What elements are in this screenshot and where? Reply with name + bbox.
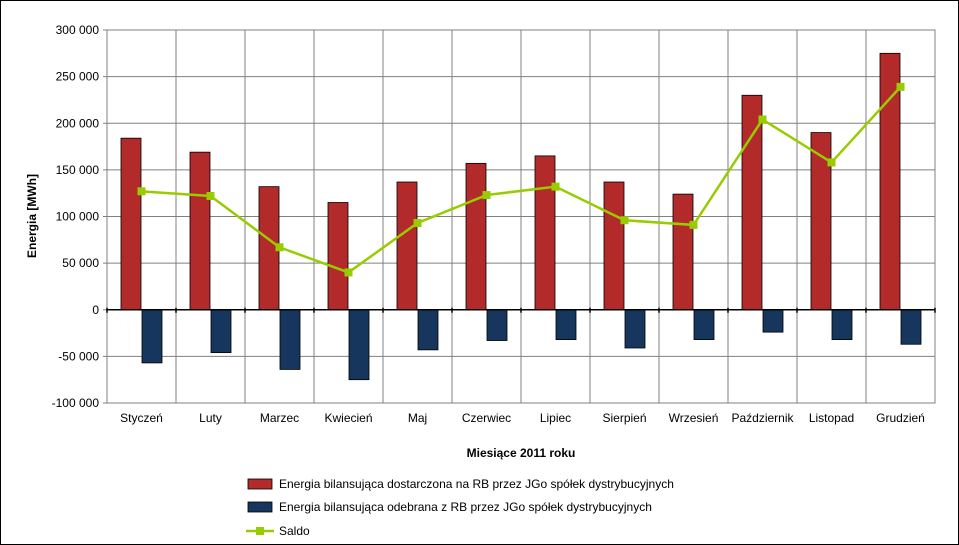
bar-dostarczona (741, 94, 763, 311)
saldo-point (206, 191, 215, 200)
bar-dostarczona (534, 155, 556, 311)
x-tick-label: Październik (731, 411, 794, 425)
saldo-point (551, 182, 560, 191)
x-tick-label: Grudzień (876, 411, 925, 425)
bar-dostarczona (603, 181, 625, 311)
bar-dostarczona (189, 151, 211, 311)
bar-odebrana (900, 309, 922, 345)
bar-dostarczona (672, 193, 694, 311)
saldo-point (275, 243, 284, 252)
bar-odebrana (831, 309, 853, 340)
saldo-point (758, 115, 767, 124)
bar-odebrana (348, 309, 370, 381)
horizontal-gridlines (103, 29, 935, 404)
saldo-point (413, 219, 422, 228)
bar-dostarczona (396, 181, 418, 311)
y-tick-label: 50 000 (62, 256, 99, 270)
bars-group (120, 52, 922, 381)
saldo-line-group (137, 82, 905, 277)
y-tick-label: 200 000 (56, 116, 100, 130)
x-tick-label: Sierpień (602, 411, 646, 425)
x-tick-label: Maj (408, 411, 427, 425)
saldo-point (896, 82, 905, 91)
legend-swatch (247, 478, 273, 490)
bar-odebrana (210, 309, 232, 354)
bar-odebrana (624, 309, 646, 349)
x-tick-label: Czerwiec (462, 411, 511, 425)
bar-odebrana (693, 309, 715, 340)
bar-odebrana (762, 309, 784, 333)
y-tick-labels: -100 000 -50 000 0 50 000 100 000 150 000 200 … (52, 23, 100, 410)
y-tick-label: 300 000 (56, 23, 100, 37)
x-tick-marks (106, 307, 936, 313)
saldo-point (620, 216, 629, 225)
legend-swatch (247, 501, 273, 513)
x-tick-label: Listopad (809, 411, 854, 425)
x-tick-label: Kwiecień (324, 411, 372, 425)
x-tick-label: Wrzesień (669, 411, 719, 425)
x-tick-label: Luty (199, 411, 222, 425)
y-tick-label: 100 000 (56, 210, 100, 224)
bar-dostarczona (465, 162, 487, 311)
x-tick-label: Marzec (260, 411, 299, 425)
legend-label: Energia bilansująca odebrana z RB przez … (279, 500, 652, 514)
saldo-point (137, 187, 146, 196)
bar-odebrana (417, 309, 439, 351)
saldo-point (344, 268, 353, 277)
bar-odebrana (279, 309, 301, 370)
legend-swatch-marker (256, 527, 264, 535)
x-tick-labels: Styczeń Luty Marzec Kwiecień Maj Czerwiec Lipi… (120, 411, 925, 425)
y-tick-label: 250 000 (56, 70, 100, 84)
y-tick-label: 150 000 (56, 163, 100, 177)
y-tick-label: 0 (92, 303, 99, 317)
y-tick-label: -50 000 (58, 349, 99, 363)
x-tick-label: Styczeń (120, 411, 163, 425)
bar-dostarczona (327, 202, 349, 311)
legend: Energia bilansująca dostarczona na RB pr… (246, 477, 674, 538)
x-tick-label: Lipiec (540, 411, 571, 425)
saldo-line (141, 86, 902, 274)
y-axis-title: Energia [MWh] (25, 174, 39, 258)
legend-label: Saldo (279, 524, 310, 538)
y-tick-label: -100 000 (52, 396, 100, 410)
bar-odebrana (486, 309, 508, 341)
saldo-point (482, 191, 491, 200)
legend-label: Energia bilansująca dostarczona na RB pr… (279, 477, 674, 491)
bar-odebrana (141, 309, 163, 364)
bar-dostarczona (120, 137, 142, 311)
bar-odebrana (555, 309, 577, 340)
saldo-point (827, 158, 836, 167)
x-axis-title: Miesiące 2011 roku (467, 446, 576, 460)
saldo-point (689, 220, 698, 229)
